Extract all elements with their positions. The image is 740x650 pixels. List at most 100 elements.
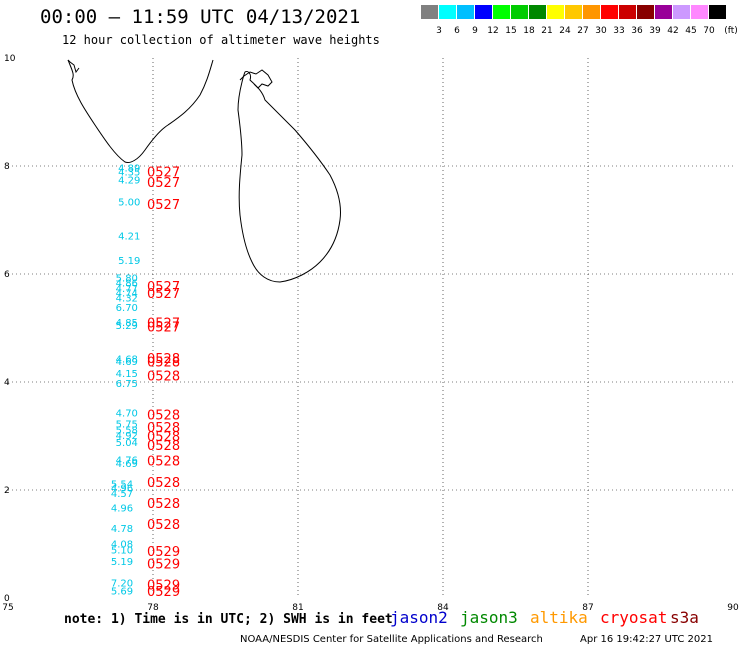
map-subtitle: 12 hour collection of altimeter wave hei… [62, 33, 380, 47]
obs-time-label: 0529 [147, 579, 180, 594]
obs-time-label: 0527 [147, 317, 180, 332]
swh-value-label: 6.75 [116, 379, 138, 390]
swh-value-label: 5.10 [111, 545, 133, 556]
latitude-tick-label: 2 [4, 486, 10, 496]
color-tick-label: 18 [523, 26, 535, 36]
latitude-tick-label: 6 [4, 270, 10, 280]
swh-value-label: 6.70 [116, 303, 138, 314]
swh-value-label: 4.92 [116, 431, 138, 442]
obs-time-label: 0528 [147, 421, 180, 436]
jaffna-peninsula [239, 69, 273, 89]
obs-time-label: 0528 [147, 518, 180, 533]
issued-timestamp: Apr 16 19:42:27 UTC 2021 [580, 634, 713, 645]
swh-value-label: 4.89 [118, 164, 140, 175]
swh-value-label: 4.35 [118, 167, 140, 178]
color-swatch [439, 5, 456, 19]
india-coastline [67, 59, 214, 163]
swh-value-label: 4.76 [116, 455, 138, 466]
longitude-tick-label: 90 [727, 603, 739, 613]
swh-value-label: 4.74 [116, 288, 138, 299]
color-tick-label: 24 [559, 26, 571, 36]
satellite-legend-item: jason2 [390, 608, 448, 627]
obs-time-label: 0527 [147, 165, 180, 180]
longitude-tick-label: 87 [582, 603, 593, 613]
swh-value-label: 4.57 [111, 489, 133, 500]
color-swatch [583, 5, 600, 19]
swh-value-label: 4.77 [116, 284, 138, 295]
swh-value-label: 4.86 [116, 279, 138, 290]
swh-value-label: 4.08 [111, 540, 133, 551]
obs-time-label: 0527 [147, 280, 180, 295]
color-tick-label: 6 [454, 26, 460, 36]
credit-text: NOAA/NESDIS Center for Satellite Applica… [240, 634, 543, 645]
swh-value-label: 4.69 [116, 459, 138, 470]
obs-time-label: 0528 [147, 454, 180, 469]
satellite-legend-item: altika [530, 608, 588, 627]
latitude-tick-label: 10 [4, 54, 16, 64]
color-swatch [709, 5, 726, 19]
longitude-tick-label: 84 [437, 603, 449, 613]
swh-value-label: 5.69 [111, 587, 133, 598]
swh-value-label: 7.20 [111, 578, 133, 589]
swh-value-label: 5.04 [116, 438, 138, 449]
obs-time-label: 0528 [147, 370, 180, 385]
color-swatch [565, 5, 582, 19]
color-swatch [619, 5, 636, 19]
obs-time-label: 0527 [147, 320, 180, 335]
color-swatch [511, 5, 528, 19]
color-tick-label: 12 [487, 26, 499, 36]
color-swatch [493, 5, 510, 19]
latitude-tick-label: 0 [4, 594, 10, 604]
longitude-tick-label: 78 [147, 603, 159, 613]
color-tick-label: 30 [595, 26, 607, 36]
swh-value-label: 5.29 [116, 321, 138, 332]
swh-value-label: 4.29 [118, 176, 140, 187]
color-tick-label: 21 [541, 26, 553, 36]
swh-value-label: 5.75 [116, 420, 138, 431]
obs-time-label: 0529 [147, 545, 180, 560]
swh-value-label: 5.54 [111, 480, 133, 491]
obs-time-label: 0528 [147, 408, 180, 423]
obs-time-label: 0528 [147, 497, 180, 512]
color-swatch [601, 5, 618, 19]
color-tick-label: 15 [505, 26, 517, 36]
color-swatch [547, 5, 564, 19]
obs-time-label: 0528 [147, 430, 180, 445]
obs-time-label: 0527 [147, 198, 180, 213]
satellite-legend-item: jason3 [460, 608, 518, 627]
color-swatch [529, 5, 546, 19]
obs-time-label: 0528 [147, 355, 180, 370]
swh-value-label: 4.15 [116, 369, 138, 380]
units-note: note: 1) Time is in UTC; 2) SWH is in fe… [64, 612, 393, 627]
obs-time-label: 0529 [147, 585, 180, 600]
color-tick-label: 42 [667, 26, 679, 36]
color-tick-label: 39 [649, 26, 661, 36]
color-tick-label: 45 [685, 26, 697, 36]
color-swatch [655, 5, 672, 19]
color-swatch [637, 5, 654, 19]
latitude-tick-label: 4 [4, 378, 10, 388]
swh-value-label: 4.68 [116, 354, 138, 365]
obs-time-label: 0527 [147, 287, 180, 302]
color-tick-label: 9 [472, 26, 478, 36]
swh-value-label: 4.78 [111, 524, 133, 535]
color-unit-label: (ft) [724, 26, 738, 36]
obs-time-label: 0528 [147, 439, 180, 454]
swh-value-label: 5.00 [118, 198, 140, 209]
satellite-legend-item: cryosat [600, 608, 668, 627]
color-swatch [421, 5, 438, 19]
obs-time-label: 0529 [147, 557, 180, 572]
color-swatch [475, 5, 492, 19]
swh-value-label: 5.58 [116, 426, 138, 437]
obs-time-label: 0527 [147, 176, 180, 191]
swh-value-label: 4.69 [116, 357, 138, 368]
swh-value-label: 5.19 [111, 557, 133, 568]
swh-value-label: 4.96 [111, 483, 133, 494]
latitude-tick-label: 8 [4, 162, 10, 172]
color-tick-label: 3 [436, 26, 442, 36]
swh-value-label: 5.80 [116, 273, 138, 284]
swh-value-label: 4.85 [116, 318, 138, 329]
obs-time-label: 0528 [147, 476, 180, 491]
color-tick-label: 33 [613, 26, 625, 36]
